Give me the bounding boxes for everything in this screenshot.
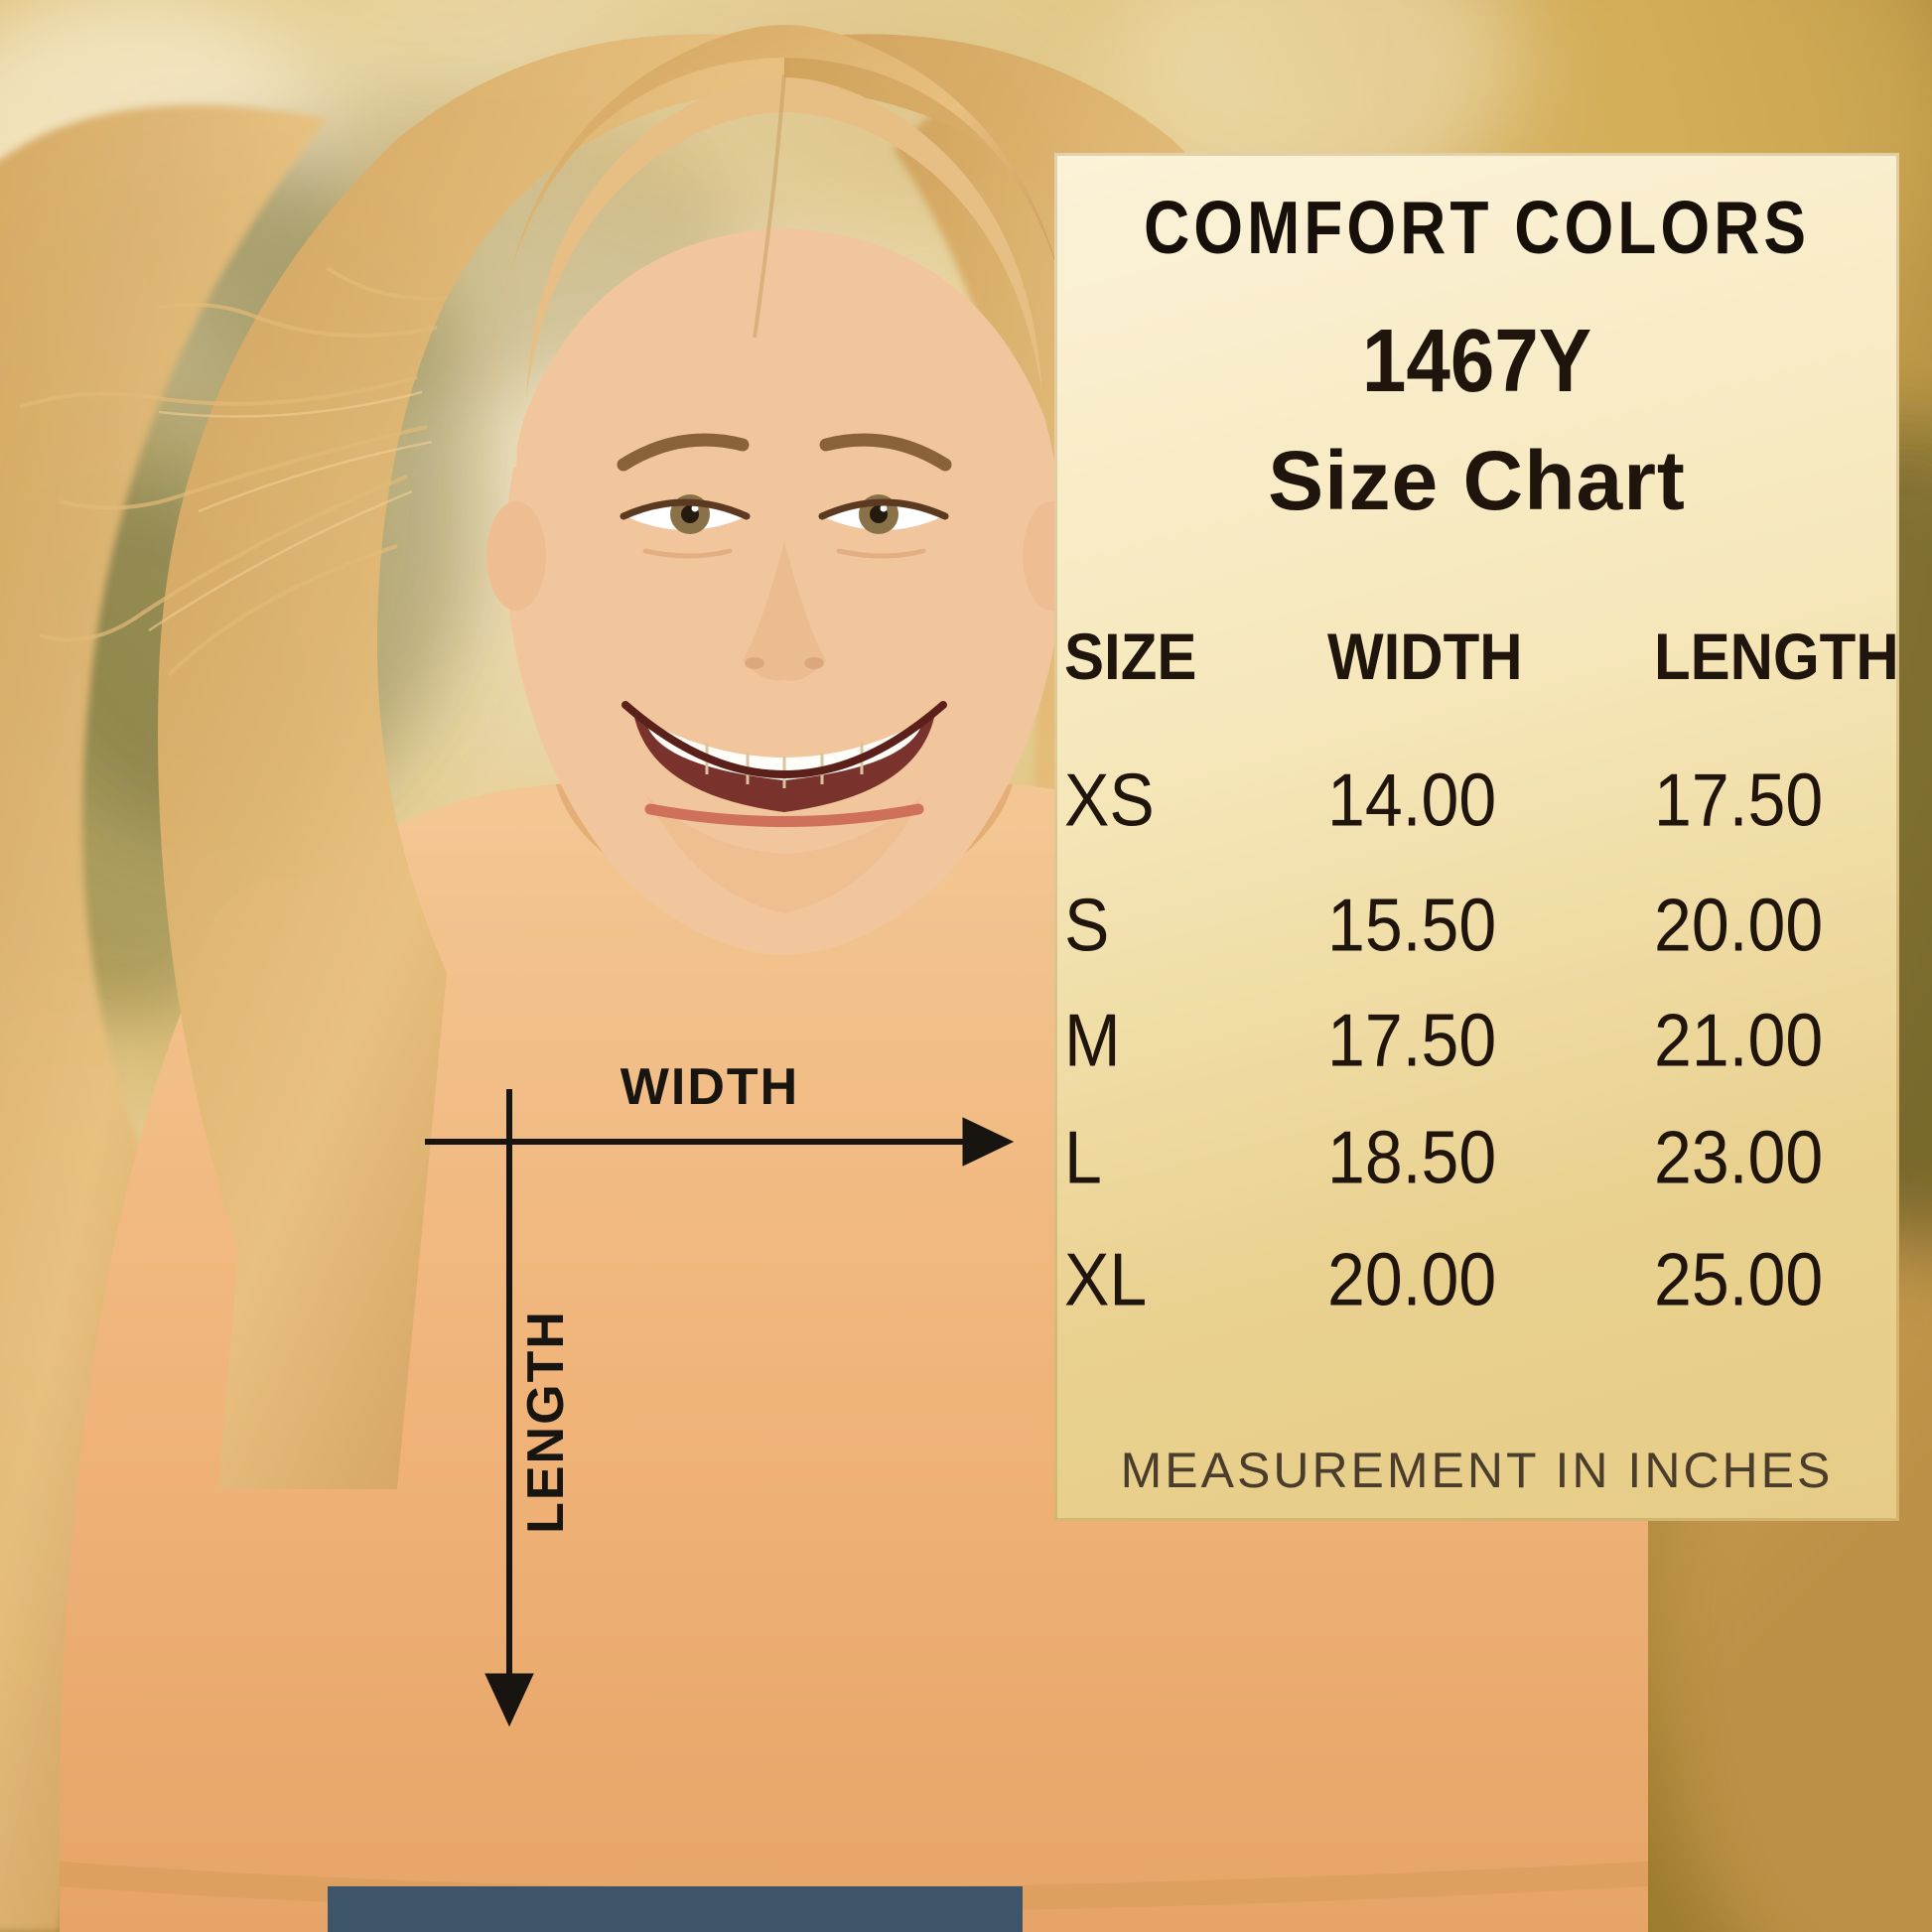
svg-text:WIDTH: WIDTH [621, 1058, 799, 1116]
svg-text:LENGTH: LENGTH [517, 1310, 575, 1534]
